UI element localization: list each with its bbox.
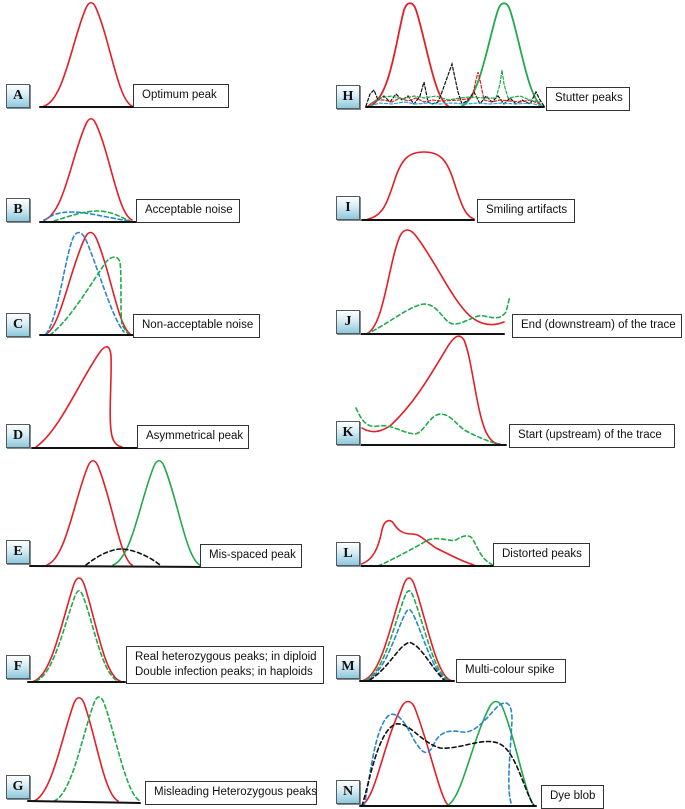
caption-c: Non-acceptable noise [133,314,260,338]
panel-h-blue-dashed [369,101,543,107]
panel-c-green-dashed [49,256,129,336]
panel-a-plot [39,1,137,108]
caption-f: Real heterozygous peaks; in diploid Doub… [126,646,324,684]
panel-j-red-peak [365,229,505,335]
caption-d: Asymmetrical peak [137,425,249,449]
panel-l-green-dashed [377,535,495,567]
panel-label-h: H [336,85,360,109]
panel-e-baseline [29,565,209,568]
panel-m-blue-dashed [367,608,447,681]
caption-b: Acceptable noise [136,199,240,223]
panel-a-red-peak [43,1,133,107]
panel-label-l: L [336,542,360,566]
panel-h-red-peak [369,2,449,107]
panel-e-green-peak [112,459,201,566]
panel-e-red-peak [46,459,133,566]
panel-label-d: D [6,424,30,448]
panel-i-plot [361,151,475,221]
caption-h: Stutter peaks [546,87,630,111]
panel-b-green-noise [53,210,131,222]
panel-n-blue-dashed [363,702,513,807]
caption-m: Multi-colour spike [456,659,566,683]
panel-g-green-dashed [53,696,141,802]
panel-c-blue-dashed [45,231,125,335]
caption-f-line-1: Real heterozygous peaks; in diploid [135,651,317,663]
panel-n-red-peak [361,700,449,806]
caption-i: Smiling artifacts [477,199,575,223]
panel-l-plot [355,519,495,567]
panel-m-plot [359,577,455,682]
panel-label-m: M [336,655,360,679]
panel-m-black-dashed [369,641,445,681]
panel-label-g: G [6,775,30,799]
panel-j-green-dashed [365,295,511,335]
panel-e-plot [29,459,209,568]
panel-f-green-dashed [35,589,119,682]
panel-label-b: B [6,198,30,222]
panel-d-red-peak [35,346,123,448]
caption-k: Start (upstream) of the trace [509,424,675,448]
panel-h-green-dashed [369,69,541,105]
panel-j-plot [357,229,511,335]
panel-f-plot [27,577,126,683]
panel-label-n: N [336,780,360,804]
panel-c-red-peak [45,231,131,335]
panel-h-red-dashed [367,71,541,107]
panel-label-e: E [6,540,30,564]
panel-i-red-plateau [367,151,475,220]
panel-label-f: F [6,655,30,679]
panel-e-black-dashed [85,548,161,566]
caption-f-line-2: Double infection peaks; in haploids [135,666,313,678]
panel-label-c: C [6,313,30,337]
panel-b-plot [39,117,151,223]
caption-j: End (downstream) of the trace [512,314,682,338]
panel-label-j: J [336,310,360,334]
caption-l: Distorted peaks [493,543,590,567]
panel-h-plot [365,2,545,108]
panel-g-plot [27,696,141,804]
panel-l-red-peak [357,519,475,566]
panel-label-i: I [336,196,360,220]
caption-g: Misleading Heterozygous peaks [145,781,317,805]
panel-m-red-peak [363,577,451,681]
panel-n-green-peak [447,700,535,806]
panel-c-plot [39,231,151,336]
panel-g-baseline [27,800,141,804]
panel-g-red-peak [33,696,119,802]
panel-label-a: A [6,84,30,108]
panel-k-green-dashed [355,407,499,445]
panel-k-plot [355,335,507,446]
panel-k-red-peak [361,335,501,445]
panel-f-red-peak [33,577,121,682]
caption-n: Dye blob [541,785,604,809]
panel-n-plot [359,700,537,807]
panel-n-black-dashed [361,723,535,807]
panel-label-k: K [336,421,360,445]
panel-b-red-peak [43,117,133,221]
panel-m-green-dashed [365,589,449,681]
caption-e: Mis-spaced peak [200,544,302,568]
panel-d-plot [31,346,143,449]
panel-b-blue-noise [43,211,131,222]
caption-a: Optimum peak [133,84,229,108]
panel-h-green-peak [461,2,543,107]
